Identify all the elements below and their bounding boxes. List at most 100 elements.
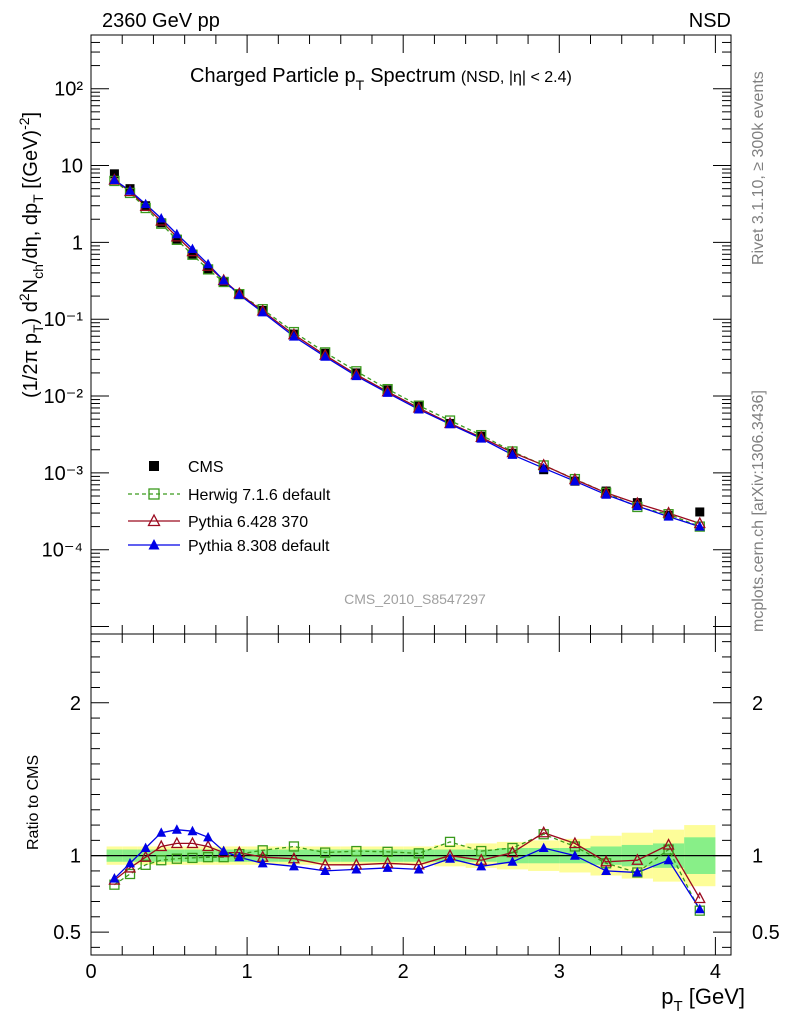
main-axes: 10⁻⁴ 10⁻³ 10⁻² 10⁻¹ 1 10 10²: [42, 34, 731, 634]
main-point-s3: [413, 404, 424, 414]
main-point-s3: [288, 331, 299, 341]
ratio-point-s2: [140, 842, 151, 853]
plot-title-small: (NSD, |η| < 2.4): [461, 69, 572, 86]
main-point-s3: [632, 500, 643, 511]
ratio-point-s2: [156, 827, 167, 837]
side-label-mcplots: mcplots.cern.ch [arXiv:1306.3436]: [750, 390, 767, 632]
main-point-s3: [507, 449, 518, 459]
ratio-point-s2: [351, 864, 362, 874]
ratio-series-line-0: [114, 833, 701, 911]
ratio-point-s0: [124, 868, 136, 880]
main-panel: 10⁻⁴ 10⁻³ 10⁻² 10⁻¹ 1 10 10² Charged Particle …: [16, 34, 732, 635]
ratio-y-tick-label-right: 0.5: [752, 922, 780, 944]
ratio-point-s2: [632, 867, 643, 877]
ratio-point-s0: [202, 852, 214, 863]
ratio-point-s2: [694, 903, 705, 914]
x-axis-label: pT [GeV]: [661, 984, 745, 1015]
main-point-s0: [695, 507, 705, 517]
main-point-s3: [140, 198, 151, 209]
x-tick-label: 4: [710, 961, 721, 983]
ratio-point-s0: [538, 829, 549, 840]
main-y-tick-label: 10⁻³: [44, 463, 84, 485]
ratio-point-s0: [288, 841, 300, 852]
main-point-s3: [171, 228, 182, 239]
main-y-tick-label: 10⁻¹: [44, 309, 84, 331]
main-point-s3: [187, 243, 198, 254]
ratio-point-s2: [382, 862, 393, 872]
analysis-watermark: CMS_2010_S8547297: [344, 591, 486, 607]
ratio-point-s2: [203, 831, 214, 842]
ratio-point-s0: [319, 847, 331, 858]
main-y-tick-label: 10⁻⁴: [42, 540, 83, 562]
main-point-s0: [203, 264, 213, 274]
main-y-tick-label: 1: [72, 232, 83, 254]
ratio-point-s1: [537, 825, 550, 838]
main-point-s3: [694, 521, 705, 531]
legend-marker-1: [148, 488, 160, 500]
legend-label-0: CMS: [188, 459, 224, 476]
ratio-point-s2: [171, 824, 182, 834]
legend-marker-0: [149, 461, 159, 471]
ratio-point-s2: [445, 853, 455, 863]
legend: CMS Herwig 7.1.6 default Pythia 6.428 370 P…: [128, 459, 331, 555]
main-point-s3: [569, 475, 580, 486]
ratio-point-s2: [601, 865, 612, 875]
main-point-s3: [125, 185, 135, 195]
plot-title-subscript: T: [356, 77, 365, 93]
ratio-point-s1: [631, 853, 644, 865]
plot-title: Charged Particle pT Spectrum (NSD, |η| < 2…: [190, 65, 572, 93]
main-y-axis-label: (1/2π pT) d2Nch/dη, dpT [(GeV)-2]: [16, 112, 46, 398]
legend-marker-2: [147, 513, 161, 527]
ratio-y-tick-label-left: 2: [70, 693, 81, 715]
ratio-point-s1: [186, 836, 199, 849]
x-tick-label: 0: [85, 961, 96, 983]
ratio-frame: [90, 633, 732, 956]
ratio-point-s2: [663, 854, 674, 865]
ratio-point-s2: [257, 857, 268, 868]
main-point-s3: [218, 274, 229, 285]
plot-title-main: Charged Particle p: [190, 65, 356, 87]
plot-title-rest: Spectrum: [370, 65, 456, 87]
x-tick-label: 3: [554, 961, 565, 983]
legend-label-3: Pythia 8.308 default: [188, 538, 330, 555]
ratio-point-s0: [351, 845, 362, 857]
ratio-point-s2: [187, 825, 198, 836]
ratio-point-s1: [568, 836, 581, 849]
ratio-point-s2: [538, 842, 549, 853]
ratio-point-s1: [155, 839, 168, 852]
ratio-point-s2: [320, 865, 331, 875]
main-point-s3: [663, 511, 674, 521]
main-point-s3: [476, 433, 487, 443]
header-energy-label: 2360 GeV pp: [102, 10, 220, 32]
main-y-tick-label: 10⁻²: [44, 386, 84, 408]
main-point-s0: [172, 234, 182, 244]
main-y-tick-label: 10²: [54, 79, 83, 101]
main-point-s3: [320, 351, 331, 361]
ratio-y-axis-label: Ratio to CMS: [25, 755, 42, 850]
ratio-point-s0: [140, 859, 151, 870]
ratio-point-s0: [171, 853, 183, 864]
ratio-point-s0: [382, 846, 393, 857]
main-y-tick-label: 10: [61, 156, 83, 178]
main-point-s3: [257, 306, 268, 317]
main-plot-content: [108, 169, 706, 532]
main-point-s3: [234, 289, 245, 299]
x-tick-label: 1: [242, 961, 253, 983]
ratio-y-tick-label-right: 2: [752, 693, 763, 715]
main-point-s3: [382, 387, 393, 397]
ratio-point-s0: [507, 842, 518, 854]
ratio-point-s2: [569, 850, 580, 860]
header-process-label: NSD: [689, 10, 731, 32]
main-point-s3: [109, 174, 120, 184]
ratio-y-tick-label-left: 0.5: [53, 922, 81, 944]
ratio-point-s2: [109, 873, 120, 883]
ratio-point-s2: [507, 856, 518, 866]
main-point-s3: [156, 213, 167, 223]
ratio-plot-content: [91, 824, 731, 916]
legend-label-2: Pythia 6.428 370: [188, 514, 308, 531]
side-label-rivet: Rivet 3.1.10, ≥ 300k events: [750, 71, 767, 265]
main-point-s3: [601, 489, 612, 499]
main-point-s0: [187, 249, 197, 259]
ratio-point-s1: [170, 836, 183, 849]
